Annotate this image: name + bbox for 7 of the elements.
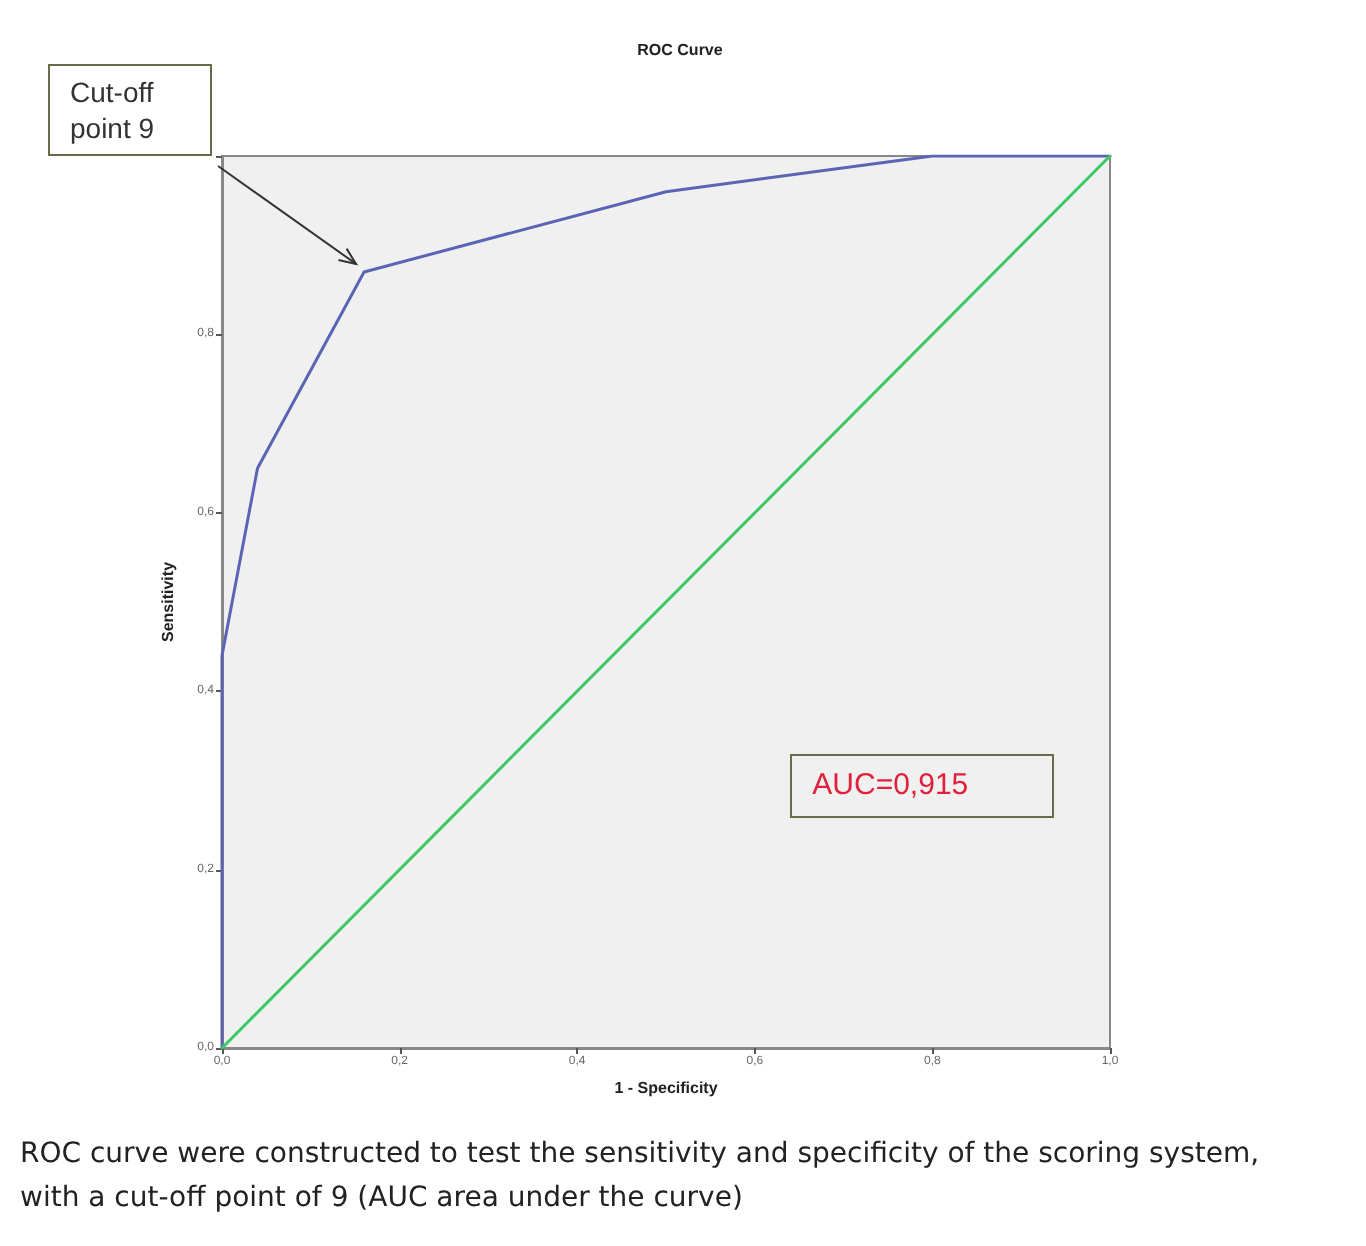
text: Cut-off point 9 bbox=[48, 64, 212, 156]
y-axis-title: Sensitivity bbox=[158, 560, 177, 643]
annotation: AUC=0,915 bbox=[790, 753, 1055, 818]
x-axis-title: 1 - Specificity bbox=[614, 1079, 719, 1097]
line-series bbox=[220, 154, 1112, 1050]
text: ROC curve were constructed to test the sensitivity and specificity of the scoring system, with a cut-off point of 9 (AUC area under the curve) bbox=[20, 1136, 1262, 1218]
chart-title: ROC Curve bbox=[637, 41, 724, 59]
